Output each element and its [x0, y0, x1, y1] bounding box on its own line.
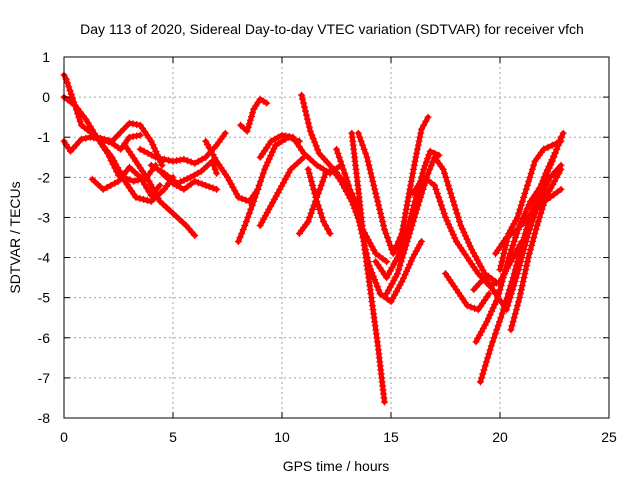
plot-frame [63, 56, 610, 419]
x-tick-label: 10 [274, 429, 290, 445]
x-tick-label: 20 [492, 429, 508, 445]
markers-sat-q [304, 165, 334, 237]
axis-ticks: 0 5 10 15 20 25 -8 -7 -6 -5 -4 -3 -2 -1 0 1 [38, 49, 617, 445]
markers-sat-l [237, 95, 271, 135]
x-axis-label: GPS time / hours [283, 458, 390, 474]
markers-sat-m [256, 153, 308, 229]
markers-sat-s [348, 129, 388, 406]
markers-sat-v [383, 153, 500, 298]
series-sat-i [159, 170, 220, 192]
y-tick-label: -7 [38, 370, 51, 386]
y-tick-label: 1 [42, 49, 50, 65]
y-tick-label: -3 [38, 209, 51, 225]
markers-sat-j [202, 137, 262, 205]
markers-sat-aa [476, 129, 567, 386]
y-tick-label: -8 [38, 410, 51, 426]
y-tick-label: -5 [38, 290, 51, 306]
markers-sat-ab [507, 165, 565, 334]
markers-sat-ad [496, 137, 565, 274]
x-tick-label: 5 [169, 429, 177, 445]
y-tick-label: -1 [38, 129, 51, 145]
markers-sat-k [234, 133, 303, 245]
x-tick-label: 0 [60, 429, 68, 445]
x-tick-label: 15 [383, 429, 399, 445]
series-sat-l [238, 96, 270, 134]
y-axis-label: SDTVAR / TECUs [7, 181, 23, 293]
y-tick-label: -2 [38, 169, 51, 185]
y-tick-label: -6 [38, 330, 51, 346]
chart-title: Day 113 of 2020, Sidereal Day-to-day VTE… [80, 21, 584, 37]
markers-sat-f [121, 141, 199, 239]
series-group [60, 71, 567, 406]
grid [64, 57, 609, 418]
markers-sat-i [158, 169, 221, 193]
x-tick-label: 25 [601, 429, 617, 445]
y-tick-label: 0 [42, 89, 50, 105]
markers-sat-x [442, 270, 493, 314]
y-tick-label: -4 [38, 250, 51, 266]
markers-sat-u [372, 147, 443, 282]
markers-sat-t [354, 113, 432, 257]
markers-sat-d [88, 163, 164, 199]
